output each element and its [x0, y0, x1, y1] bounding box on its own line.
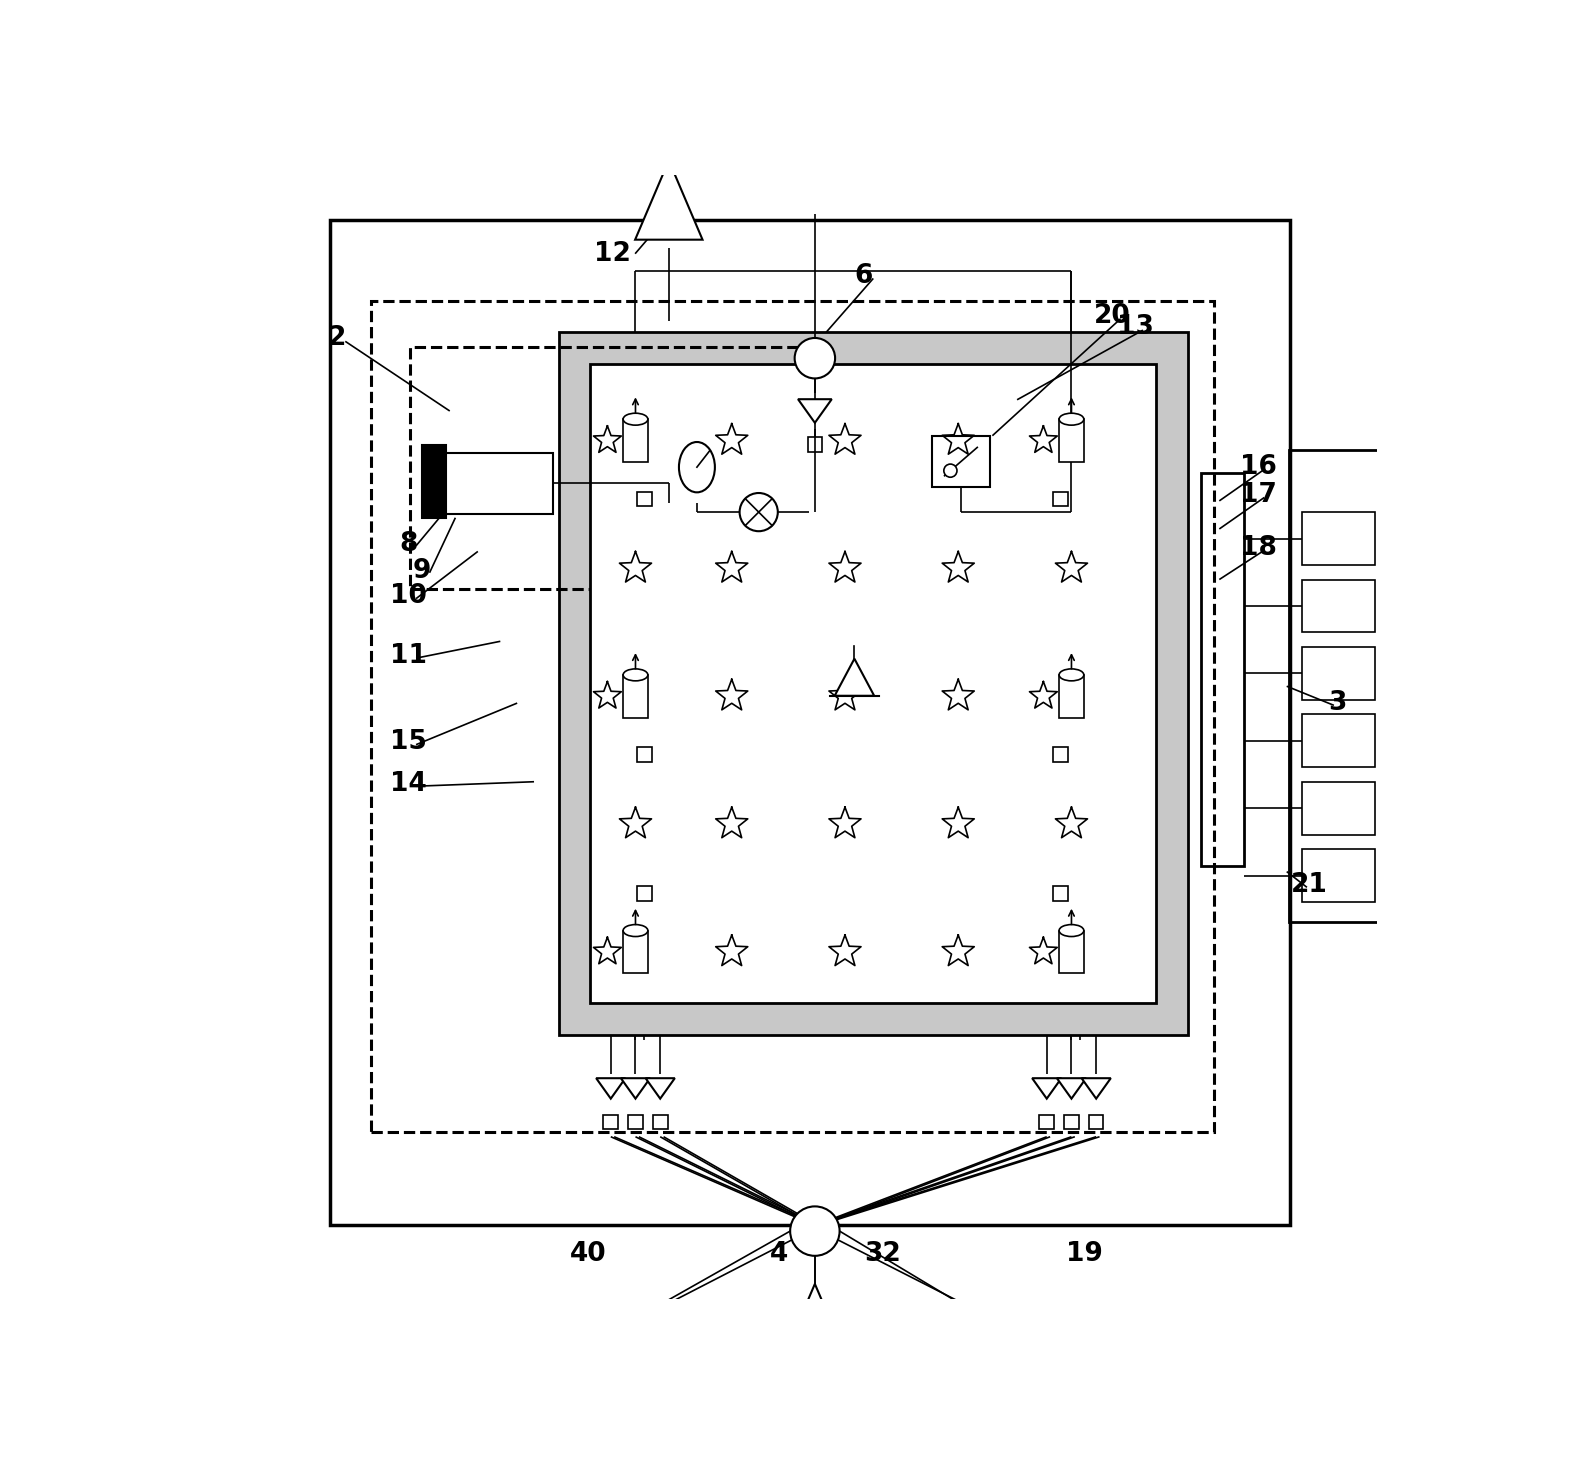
Bar — [623, 676, 647, 718]
Bar — [1053, 886, 1067, 900]
Polygon shape — [646, 1078, 674, 1099]
Bar — [1302, 579, 1375, 632]
Ellipse shape — [623, 668, 647, 681]
Bar — [410, 347, 814, 588]
Bar — [1089, 1115, 1103, 1129]
Polygon shape — [781, 1284, 849, 1363]
Ellipse shape — [1059, 413, 1084, 425]
Text: 18: 18 — [1240, 535, 1277, 562]
Bar — [447, 452, 553, 515]
Text: 4: 4 — [770, 1240, 789, 1266]
Bar — [1059, 676, 1084, 718]
Bar — [638, 747, 652, 762]
Bar — [1302, 715, 1375, 767]
Polygon shape — [634, 160, 703, 239]
Bar — [1302, 646, 1375, 700]
Bar — [653, 1115, 668, 1129]
Text: 3: 3 — [1328, 690, 1347, 716]
Text: 19: 19 — [1065, 1240, 1103, 1266]
Bar — [370, 301, 1213, 1132]
Bar — [590, 363, 1156, 1002]
Bar — [1059, 419, 1084, 463]
Bar — [628, 1115, 642, 1129]
Text: 12: 12 — [595, 241, 631, 267]
Bar — [1202, 473, 1243, 867]
Polygon shape — [1032, 1078, 1062, 1099]
Circle shape — [790, 1207, 840, 1256]
Bar — [329, 220, 1289, 1226]
Text: 2: 2 — [328, 325, 347, 352]
Bar — [1053, 747, 1067, 762]
Circle shape — [739, 493, 778, 531]
Bar — [638, 886, 652, 900]
Text: 16: 16 — [1240, 454, 1277, 480]
Text: 9: 9 — [412, 557, 431, 584]
Bar — [1053, 492, 1067, 506]
Text: 13: 13 — [1116, 314, 1153, 340]
Bar — [1302, 512, 1375, 565]
Bar — [638, 492, 652, 506]
Text: 6: 6 — [854, 263, 873, 289]
Ellipse shape — [1059, 668, 1084, 681]
Bar — [623, 419, 647, 463]
Bar — [1040, 1115, 1054, 1129]
Bar — [932, 436, 991, 487]
Ellipse shape — [623, 413, 647, 425]
Ellipse shape — [679, 442, 716, 492]
Bar — [604, 1115, 619, 1129]
Text: 20: 20 — [1094, 302, 1130, 328]
Ellipse shape — [623, 925, 647, 937]
Circle shape — [944, 464, 957, 477]
Bar — [623, 931, 647, 973]
Text: 15: 15 — [390, 730, 426, 756]
Polygon shape — [1057, 1078, 1086, 1099]
Text: 21: 21 — [1291, 872, 1328, 899]
Bar — [1064, 1115, 1078, 1129]
Bar — [808, 438, 822, 452]
Text: 14: 14 — [390, 770, 426, 797]
Circle shape — [795, 338, 835, 378]
Bar — [421, 445, 447, 518]
Text: 32: 32 — [863, 1240, 900, 1266]
Bar — [1302, 782, 1375, 835]
Polygon shape — [798, 400, 832, 423]
Polygon shape — [1081, 1078, 1111, 1099]
Text: 17: 17 — [1240, 483, 1277, 508]
Bar — [1289, 451, 1423, 922]
Polygon shape — [596, 1078, 625, 1099]
Text: 11: 11 — [390, 643, 426, 668]
Ellipse shape — [1059, 925, 1084, 937]
Polygon shape — [835, 658, 874, 696]
Polygon shape — [620, 1078, 650, 1099]
Bar — [558, 333, 1188, 1034]
Text: 8: 8 — [399, 531, 418, 556]
Bar — [1302, 849, 1375, 902]
Text: 10: 10 — [390, 584, 426, 610]
Bar — [1059, 931, 1084, 973]
Text: 40: 40 — [569, 1240, 606, 1266]
